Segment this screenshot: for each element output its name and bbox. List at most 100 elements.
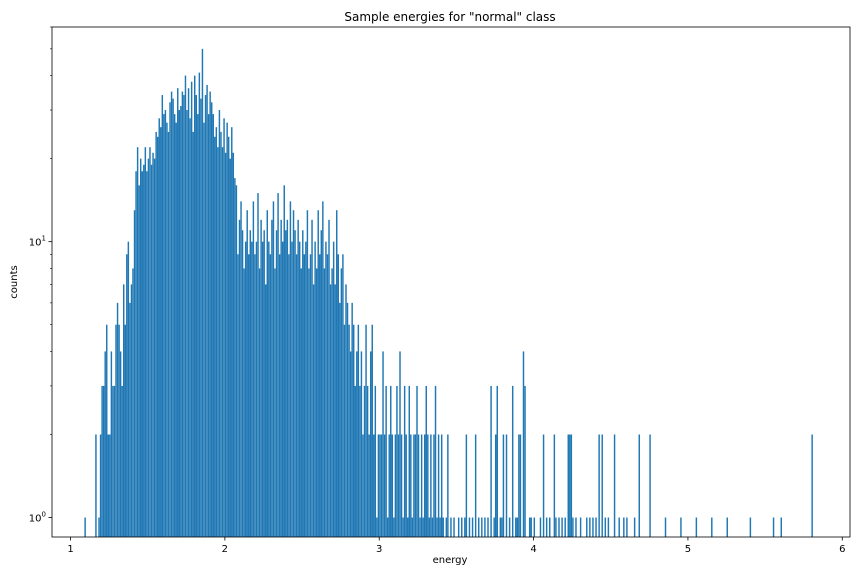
histogram-bar: [365, 324, 367, 537]
histogram-bar: [555, 517, 557, 537]
histogram-bar: [155, 131, 157, 537]
histogram-bar: [422, 517, 424, 537]
histogram-bar: [295, 254, 298, 538]
histogram-bar: [180, 106, 182, 538]
histogram-bar: [360, 351, 363, 537]
histogram-bar: [320, 230, 323, 537]
histogram-bar: [623, 517, 625, 537]
histogram-bar: [268, 241, 270, 537]
histogram-bar: [493, 517, 495, 537]
histogram-bar: [127, 241, 130, 537]
histogram-bar: [214, 136, 216, 537]
histogram-bar: [238, 219, 241, 537]
histogram-bar: [309, 254, 312, 538]
histogram-bar: [249, 230, 252, 537]
histogram-bar: [445, 517, 448, 537]
histogram-bar: [569, 434, 571, 537]
histogram-bar: [251, 241, 253, 537]
histogram-bar: [289, 201, 292, 537]
histogram-bar: [198, 72, 201, 538]
histogram-bar: [337, 254, 339, 538]
histogram-bar: [169, 102, 171, 537]
histogram-bar: [271, 219, 273, 537]
histogram-bar: [223, 118, 225, 537]
histogram-bar: [457, 517, 460, 537]
histogram-bar: [749, 517, 752, 537]
histogram-bar: [465, 434, 468, 537]
histogram-bar: [388, 434, 390, 537]
histogram-bar: [277, 193, 279, 537]
histogram-bar: [166, 122, 168, 538]
histogram-bar: [110, 351, 113, 537]
histogram-bar: [592, 517, 594, 537]
histogram-bar: [348, 324, 350, 537]
histogram-bar: [354, 385, 356, 537]
histogram-bar: [414, 434, 417, 537]
histogram-bar: [269, 254, 272, 538]
histogram-bar: [519, 434, 522, 537]
histogram-bar: [430, 434, 432, 537]
x-tick-label: 4: [530, 544, 536, 555]
histogram-bar: [613, 434, 616, 537]
histogram-bar: [427, 434, 429, 537]
histogram-bar: [104, 351, 106, 537]
histogram-bar: [232, 152, 235, 537]
histogram-bar: [160, 127, 162, 537]
histogram-bar: [501, 517, 503, 537]
histogram-bar: [780, 517, 782, 537]
histogram-bar: [604, 517, 607, 537]
y-axis-label: counts: [9, 265, 20, 298]
histogram-bar: [440, 434, 443, 537]
histogram-bar: [235, 185, 238, 537]
histogram-bar: [516, 517, 519, 537]
histogram-bar: [352, 324, 355, 537]
histogram-bar: [442, 517, 444, 537]
histogram-bar: [572, 517, 574, 537]
histogram-bar: [545, 517, 548, 537]
x-tick-label: 1: [67, 544, 73, 555]
histogram-bar: [200, 98, 202, 538]
histogram-bar: [260, 219, 262, 537]
histogram-bar: [164, 110, 167, 537]
histogram-bar: [326, 254, 329, 538]
histogram-bar: [417, 434, 420, 537]
histogram-bar: [416, 385, 418, 537]
histogram-bar: [109, 434, 111, 537]
histogram-bar: [144, 147, 147, 537]
histogram-bar: [288, 254, 290, 538]
histogram-bar: [464, 517, 466, 537]
histogram-bar: [626, 517, 628, 537]
histogram-bar: [579, 517, 582, 537]
histogram-bar: [386, 517, 389, 537]
histogram-bar: [303, 254, 306, 538]
histogram-bar: [302, 230, 304, 537]
histogram-bar: [116, 302, 119, 537]
histogram-bar: [265, 284, 267, 537]
histogram-bar: [107, 434, 110, 537]
histogram-bar: [436, 517, 438, 537]
histogram-bar: [161, 95, 164, 538]
histogram-bar: [98, 517, 100, 537]
x-tick-label: 3: [376, 544, 382, 555]
histogram-bar: [305, 241, 307, 537]
histogram-bar: [329, 284, 332, 537]
histogram-bar: [150, 164, 153, 537]
histogram-bar: [396, 385, 398, 537]
histogram-bar: [286, 219, 289, 537]
histogram-bar: [505, 434, 508, 537]
histogram-bar: [346, 302, 349, 537]
histogram-bar: [340, 268, 343, 537]
histogram-bar: [255, 241, 258, 537]
histogram-bar: [172, 98, 174, 538]
plot-frame: [51, 26, 851, 538]
histogram-bar: [298, 241, 301, 537]
histogram-bar: [425, 385, 427, 537]
histogram-bar: [243, 268, 245, 537]
histogram-bar: [220, 131, 222, 537]
histogram-bar: [173, 114, 176, 538]
histogram-bar: [274, 268, 276, 537]
x-tick-label: 5: [685, 544, 691, 555]
histogram-bar: [356, 351, 358, 537]
histogram-bar: [431, 517, 434, 537]
histogram-bar: [143, 164, 145, 537]
